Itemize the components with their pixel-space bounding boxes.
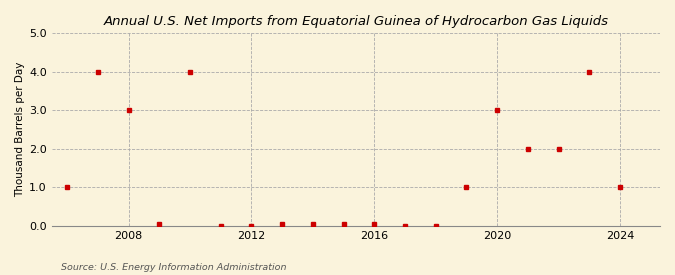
Text: Source: U.S. Energy Information Administration: Source: U.S. Energy Information Administ… [61,263,286,272]
Title: Annual U.S. Net Imports from Equatorial Guinea of Hydrocarbon Gas Liquids: Annual U.S. Net Imports from Equatorial … [103,15,608,28]
Y-axis label: Thousand Barrels per Day: Thousand Barrels per Day [15,62,25,197]
